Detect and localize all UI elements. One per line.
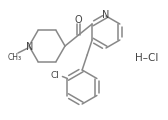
Text: H–Cl: H–Cl <box>135 53 159 63</box>
Text: O: O <box>75 15 82 25</box>
Text: N: N <box>26 42 34 52</box>
Text: CH₃: CH₃ <box>8 53 22 61</box>
Text: N: N <box>102 10 110 20</box>
Text: Cl: Cl <box>51 71 60 80</box>
